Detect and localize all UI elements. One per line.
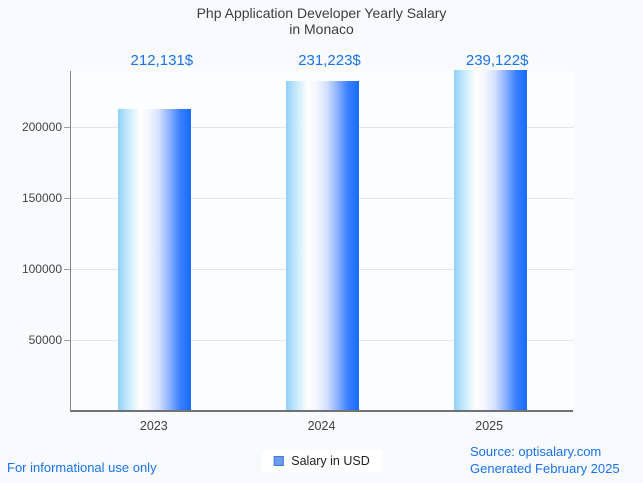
informational-note: For informational use only — [7, 460, 157, 475]
bar-value-label: 231,223$ — [298, 52, 361, 69]
source-line: Source: optisalary.com — [470, 444, 602, 459]
chart-title: Php Application Developer Yearly Salary … — [0, 5, 643, 37]
x-tick-label: 2024 — [307, 419, 336, 433]
y-tick-label: 150000 — [21, 190, 62, 205]
y-axis-tick — [64, 269, 70, 271]
y-tick-label: 200000 — [21, 119, 62, 134]
y-axis-tick — [64, 198, 70, 200]
plot-area — [70, 70, 574, 412]
x-tick-label: 2025 — [475, 419, 504, 433]
chart-title-line1: Php Application Developer Yearly Salary — [196, 5, 447, 21]
legend: Salary in USD — [261, 450, 382, 472]
bar-value-label: 212,131$ — [130, 52, 194, 69]
chart-title-line2: in Monaco — [289, 21, 354, 37]
legend-label: Salary in USD — [291, 454, 370, 468]
x-tick-label: 2023 — [139, 419, 168, 433]
generated-line: Generated February 2025 — [470, 460, 620, 476]
y-tick-label: 50000 — [28, 332, 62, 347]
bar-2023[interactable] — [118, 108, 192, 410]
bar-2024[interactable] — [286, 81, 359, 410]
bar-2025[interactable] — [453, 70, 527, 410]
y-tick-label: 100000 — [21, 261, 62, 276]
source-attribution: Source: optisalary.com Generated Februar… — [470, 444, 620, 477]
y-axis-tick — [64, 127, 70, 129]
legend-square-icon — [273, 456, 284, 466]
y-axis-tick — [64, 340, 70, 342]
bar-value-label: 239,122$ — [465, 52, 529, 69]
